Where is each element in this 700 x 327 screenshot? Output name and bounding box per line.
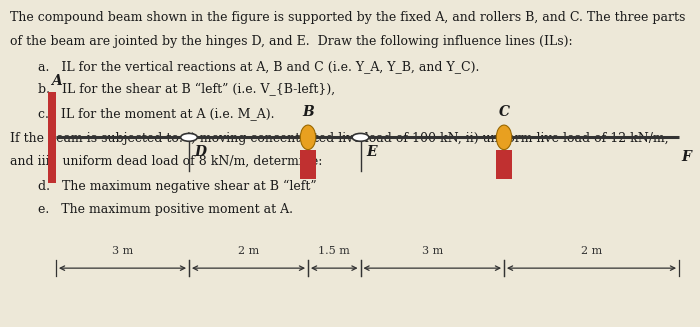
Text: e.   The maximum positive moment at A.: e. The maximum positive moment at A.: [38, 203, 293, 216]
Text: The compound beam shown in the figure is supported by the fixed A, and rollers B: The compound beam shown in the figure is…: [10, 11, 686, 25]
Text: of the beam are jointed by the hinges D, and E.  Draw the following influence li: of the beam are jointed by the hinges D,…: [10, 35, 573, 48]
Ellipse shape: [496, 125, 512, 150]
Bar: [48, 92, 56, 183]
Text: A: A: [51, 74, 62, 88]
Text: and iii)  uniform dead load of 8 kN/m, determine:: and iii) uniform dead load of 8 kN/m, de…: [10, 155, 323, 168]
Ellipse shape: [300, 125, 316, 150]
Text: 3 m: 3 m: [421, 246, 443, 256]
Text: c.   IL for the moment at A (i.e. M_A).: c. IL for the moment at A (i.e. M_A).: [38, 107, 275, 120]
Text: 2 m: 2 m: [581, 246, 602, 256]
Text: B: B: [302, 105, 314, 119]
Text: 1.5 m: 1.5 m: [318, 246, 350, 256]
Circle shape: [181, 133, 197, 141]
Text: D: D: [195, 145, 206, 159]
Text: d.   The maximum negative shear at B “left”: d. The maximum negative shear at B “left…: [38, 180, 317, 193]
Text: If the beam is subjected to: i) moving concentrated live load of 100 kN, ii) uni: If the beam is subjected to: i) moving c…: [10, 131, 669, 145]
Text: C: C: [498, 105, 510, 119]
Text: E: E: [366, 145, 377, 159]
Text: F: F: [681, 150, 691, 164]
Bar: [300, 150, 316, 179]
Text: 2 m: 2 m: [238, 246, 259, 256]
Text: b.   IL for the shear at B “left” (i.e. V_{B-left}),: b. IL for the shear at B “left” (i.e. V_…: [38, 83, 335, 96]
Bar: [496, 150, 512, 179]
Circle shape: [352, 133, 369, 141]
Text: 3 m: 3 m: [112, 246, 133, 256]
Text: a.   IL for the vertical reactions at A, B and C (i.e. Y_A, Y_B, and Y_C).: a. IL for the vertical reactions at A, B…: [38, 60, 480, 73]
